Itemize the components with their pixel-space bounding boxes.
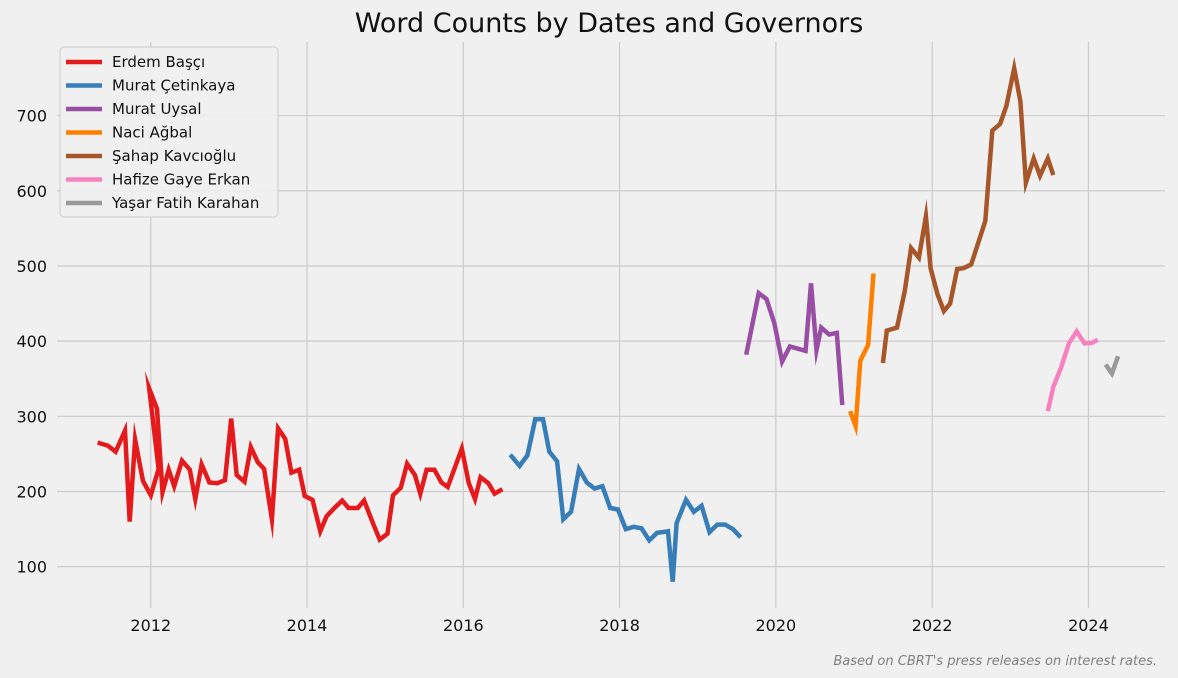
- y-tick-label: 100: [16, 558, 47, 577]
- legend-label: Murat Çetinkaya: [112, 77, 235, 95]
- series-lines: [96, 56, 1121, 582]
- y-tick-label: 500: [16, 257, 47, 276]
- legend-label: Şahap Kavcıoğlu: [112, 147, 236, 165]
- series-line: [1103, 355, 1121, 379]
- x-tick-label: 2022: [912, 616, 953, 635]
- legend-label: Murat Uysal: [112, 100, 202, 118]
- legend: Erdem Başçı Murat Çetinkaya Murat Uysal Nac…: [59, 46, 279, 218]
- x-tick-label: 2016: [443, 616, 484, 635]
- chart-title: Word Counts by Dates and Governors: [355, 8, 864, 39]
- legend-label: Hafize Gaye Erkan: [112, 171, 250, 189]
- series-line: [96, 371, 504, 544]
- y-tick-label: 700: [16, 107, 47, 126]
- x-tick-label: 2012: [130, 616, 171, 635]
- y-tick-label: 400: [16, 332, 47, 351]
- series-line: [508, 417, 743, 582]
- series-line: [880, 56, 1056, 364]
- grid: [57, 42, 1165, 608]
- x-tick-label: 2014: [287, 616, 328, 635]
- x-tick-label: 2020: [756, 616, 797, 635]
- series-line: [847, 273, 876, 437]
- y-tick-label: 600: [16, 182, 47, 201]
- legend-label: Erdem Başçı: [112, 53, 205, 71]
- legend-label: Yaşar Fatih Karahan: [111, 194, 259, 212]
- y-tick-label: 300: [16, 407, 47, 426]
- x-tick-label: 2024: [1068, 616, 1109, 635]
- series-line: [743, 283, 845, 406]
- y-tick-label: 200: [16, 482, 47, 501]
- caption: Based on CBRT's press releases on intere…: [833, 654, 1157, 669]
- series-line: [1045, 327, 1099, 412]
- legend-box: [59, 46, 279, 218]
- x-tick-label: 2018: [599, 616, 640, 635]
- legend-label: Naci Ağbal: [112, 124, 192, 142]
- tick-labels: 2012 2014 2016 2018 2020 2022 2024 100 200 300 400…: [16, 107, 1108, 635]
